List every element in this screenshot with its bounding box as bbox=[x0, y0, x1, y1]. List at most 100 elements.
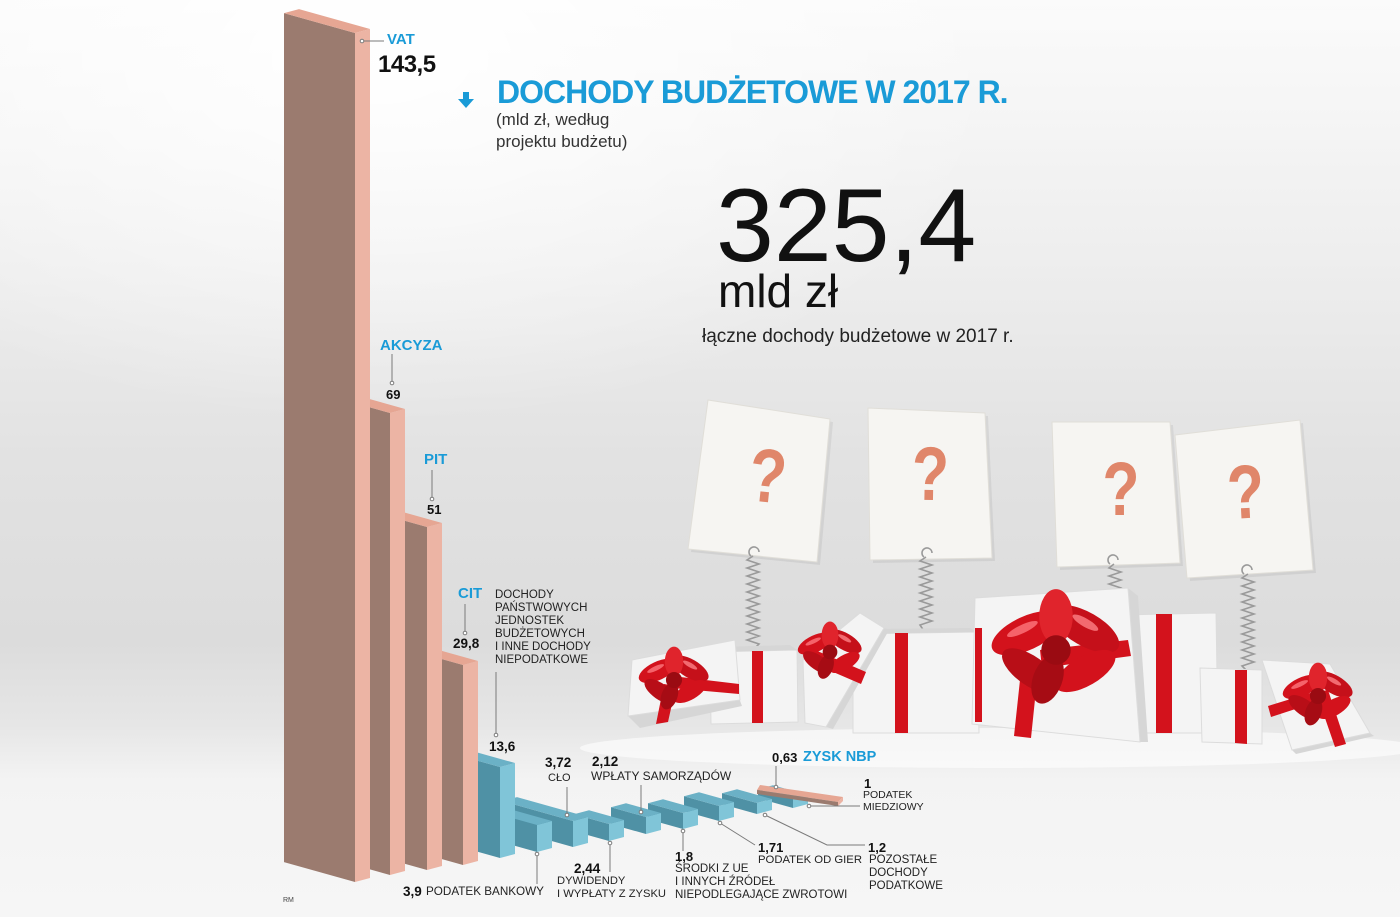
spring-hook bbox=[748, 546, 760, 557]
question-mark-icon: ? bbox=[1225, 449, 1267, 536]
card-paper bbox=[1174, 419, 1314, 579]
total-caption: łączne dochody budżetowe w 2017 r. bbox=[702, 326, 1014, 347]
bar-end-face bbox=[463, 661, 478, 865]
label-srodki-ue: ŚRODKI Z UE I INNYCH ŹRÓDEŁ NIEPODLEGAJĄ… bbox=[675, 863, 847, 902]
bar-side-face bbox=[611, 807, 646, 834]
label-line: NIEPODATKOWE bbox=[495, 654, 589, 666]
gift-box-1 bbox=[627, 639, 799, 728]
label-akcyza: AKCYZA bbox=[380, 337, 443, 354]
ribbon bbox=[1235, 670, 1247, 744]
value-dywidendy: 2,44 bbox=[574, 861, 601, 876]
bar-end-face bbox=[757, 799, 772, 814]
bar-srodki-ue bbox=[648, 799, 698, 829]
card-paper bbox=[867, 407, 993, 561]
bar-top-face bbox=[684, 792, 734, 806]
bar-top-face bbox=[757, 785, 843, 802]
leader-dot bbox=[762, 812, 768, 818]
question-card-2: ? bbox=[867, 407, 995, 563]
gift-illustration: ? ? ? ? bbox=[580, 399, 1400, 768]
question-mark-icon: ? bbox=[911, 431, 950, 517]
bar-end-face bbox=[355, 29, 370, 882]
spring-3 bbox=[1106, 554, 1124, 595]
value-pit: 51 bbox=[427, 502, 442, 517]
question-mark-icon: ? bbox=[1102, 447, 1139, 532]
total-value: 325,4 bbox=[716, 168, 977, 284]
label-line: I WYPŁATY Z ZYSKU bbox=[557, 888, 666, 900]
leader-dot bbox=[462, 630, 468, 636]
value-pozostale: 1,2 bbox=[868, 840, 887, 855]
bar-side-face bbox=[684, 796, 719, 821]
bar-vat bbox=[284, 9, 370, 883]
label-pit: PIT bbox=[424, 451, 448, 468]
question-card-1: ? bbox=[687, 399, 833, 565]
label-line: I INNYCH ŹRÓDEŁ bbox=[675, 876, 776, 888]
value-akcyza: 69 bbox=[386, 387, 401, 402]
label-line: ŚRODKI Z UE bbox=[675, 863, 749, 875]
leader-dot bbox=[429, 496, 435, 502]
leader-dot bbox=[773, 784, 779, 790]
ribbon bbox=[975, 628, 982, 722]
leader-dot bbox=[717, 820, 723, 826]
bar-wplaty-samorzadow bbox=[611, 803, 661, 834]
label-clo: CŁO bbox=[548, 772, 571, 785]
bar-end-face bbox=[609, 820, 624, 841]
ribbon bbox=[1316, 690, 1346, 747]
label-podatek-miedziowy: PODATEK MIEDZIOWY bbox=[863, 789, 924, 813]
label-line: I INNE DOCHODY bbox=[495, 641, 591, 653]
leader-dot bbox=[638, 809, 644, 815]
label-wplaty-samorzadow: WPŁATY SAMORZĄDÓW bbox=[591, 770, 731, 783]
bar-top-face bbox=[722, 789, 772, 803]
label-podatek-bankowy: PODATEK BANKOWY bbox=[426, 885, 544, 898]
label-line: DOCHODY bbox=[869, 867, 928, 879]
bar-pozostale-dochody bbox=[722, 789, 772, 814]
spring-2 bbox=[917, 547, 935, 635]
ribbon bbox=[752, 651, 763, 723]
spring-1 bbox=[744, 546, 762, 651]
label-line: CŁO bbox=[548, 772, 571, 784]
box-edge bbox=[1128, 588, 1148, 742]
bar-top-face bbox=[648, 799, 698, 813]
leader-lines bbox=[359, 38, 865, 884]
label-line: BUDŻETOWYCH bbox=[495, 628, 585, 640]
spring-hook bbox=[921, 547, 933, 558]
question-mark-icon: ? bbox=[745, 432, 791, 520]
leader-dot bbox=[534, 851, 540, 857]
leader-dot bbox=[359, 38, 365, 44]
ribbon bbox=[895, 633, 908, 733]
value-podatek-miedziowy: 1 bbox=[864, 776, 872, 791]
ribbon bbox=[1156, 614, 1172, 733]
subtitle: (mld zł, według projektu budżetu) bbox=[496, 109, 627, 153]
value-wplaty-samorzadow: 2,12 bbox=[592, 754, 619, 769]
value-clo: 3,72 bbox=[545, 755, 572, 770]
leader-dot bbox=[680, 828, 686, 834]
label-zysk-nbp: ZYSK NBP bbox=[803, 749, 877, 765]
lid-edge bbox=[628, 698, 742, 728]
total-unit: mld zł bbox=[718, 265, 839, 317]
label-line: DYWIDENDY bbox=[557, 875, 626, 887]
spring-coil bbox=[1239, 573, 1257, 673]
label-line: MIEDZIOWY bbox=[863, 800, 924, 813]
label-line: PODATKOWE bbox=[869, 880, 943, 892]
spring-hook bbox=[1241, 564, 1253, 575]
spring-coil bbox=[917, 556, 935, 635]
value-cit: 29,8 bbox=[453, 636, 480, 651]
label-line: PAŃSTWOWYCH bbox=[495, 602, 588, 614]
page-title: DOCHODY BUDŻETOWE W 2017 R. bbox=[497, 74, 1009, 110]
floor-glow bbox=[580, 728, 1400, 768]
bar-end-face bbox=[838, 797, 843, 806]
subtitle-line: projektu budżetu) bbox=[496, 132, 628, 151]
value-vat: 143,5 bbox=[378, 51, 436, 78]
arrow-down-icon bbox=[458, 92, 474, 108]
credit: RM bbox=[283, 897, 294, 904]
label-line: PODATEK BANKOWY bbox=[426, 885, 544, 898]
bar-end-face bbox=[500, 763, 515, 858]
bar-end-face bbox=[719, 802, 734, 821]
ribbon bbox=[1014, 680, 1037, 738]
leader-dot bbox=[806, 803, 812, 809]
subtitle-line: (mld zł, według bbox=[496, 110, 610, 129]
card-paper bbox=[1051, 421, 1181, 568]
label-line: POZOSTAŁE bbox=[869, 854, 938, 866]
bar-end-face bbox=[683, 809, 698, 829]
label-podatek-od-gier: PODATEK OD GIER bbox=[758, 854, 862, 867]
